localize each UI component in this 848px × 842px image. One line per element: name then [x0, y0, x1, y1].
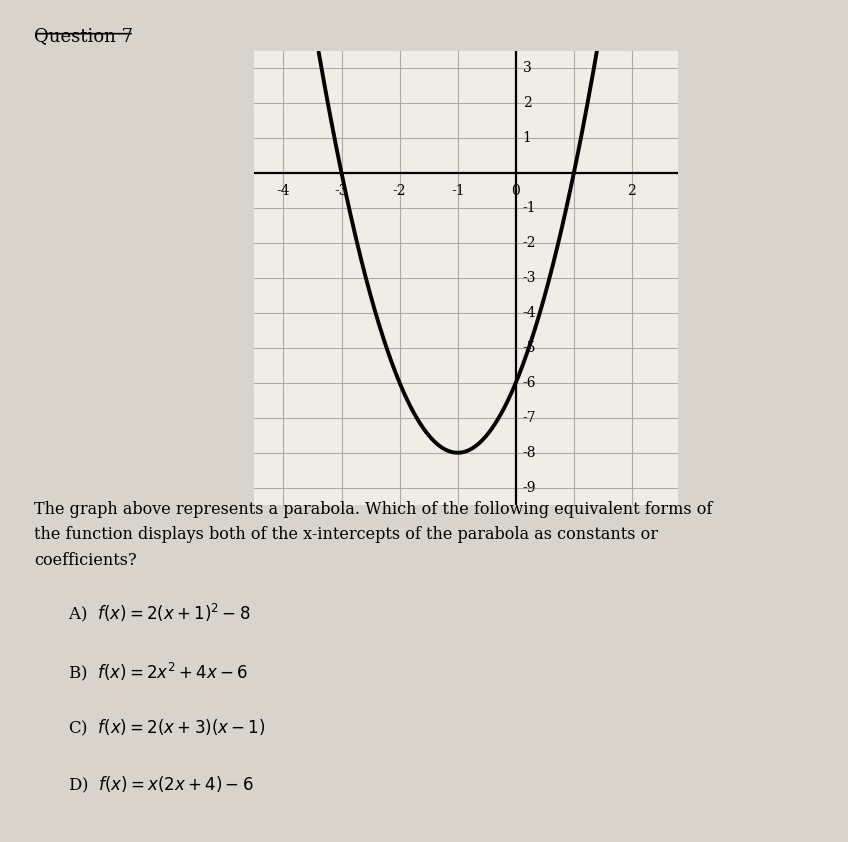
- Text: -8: -8: [522, 445, 536, 460]
- Text: -1: -1: [451, 184, 465, 198]
- Text: 2: 2: [522, 96, 532, 110]
- Text: -7: -7: [522, 411, 537, 424]
- Text: -4: -4: [276, 184, 290, 198]
- Text: D)  $f(x) = x(2x+4) - 6$: D) $f(x) = x(2x+4) - 6$: [68, 775, 254, 795]
- Text: B)  $f(x) = 2x^2 + 4x - 6$: B) $f(x) = 2x^2 + 4x - 6$: [68, 661, 248, 684]
- Text: 1: 1: [522, 131, 532, 145]
- Text: The graph above represents a parabola. Which of the following equivalent forms o: The graph above represents a parabola. W…: [34, 501, 712, 569]
- Text: -2: -2: [522, 236, 536, 250]
- Text: -3: -3: [522, 271, 536, 285]
- Text: -1: -1: [522, 201, 537, 215]
- Text: -9: -9: [522, 481, 536, 495]
- Text: Question 7: Question 7: [34, 27, 133, 45]
- Text: 2: 2: [628, 184, 636, 198]
- Text: C)  $f(x) = 2(x+3)(x-1)$: C) $f(x) = 2(x+3)(x-1)$: [68, 717, 265, 738]
- Text: -4: -4: [522, 306, 537, 320]
- Text: -6: -6: [522, 376, 536, 390]
- Text: -3: -3: [335, 184, 349, 198]
- Text: -5: -5: [522, 341, 536, 354]
- Text: -2: -2: [393, 184, 406, 198]
- Text: 3: 3: [522, 61, 532, 75]
- Text: A)  $f(x) = 2(x+1)^2 - 8$: A) $f(x) = 2(x+1)^2 - 8$: [68, 602, 250, 625]
- Text: 0: 0: [511, 184, 520, 198]
